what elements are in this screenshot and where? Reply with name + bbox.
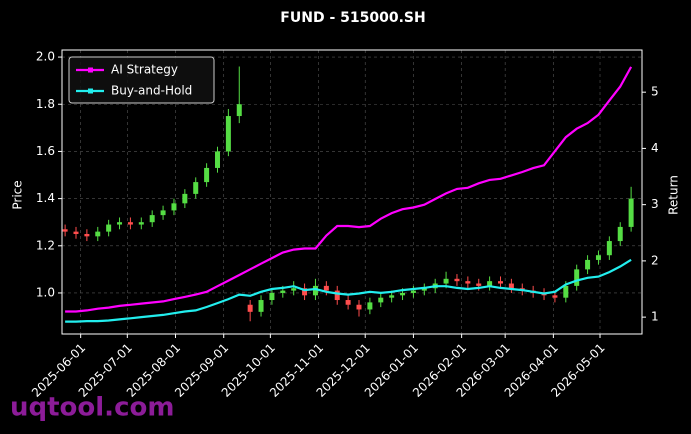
candle-body (334, 290, 340, 301)
candle-body (617, 226, 623, 242)
y2-tick-label: 2 (651, 253, 659, 267)
candle-body (585, 259, 591, 270)
y-axis-label: Price (11, 180, 25, 209)
candle-body (574, 269, 580, 286)
candle-body (214, 151, 220, 168)
y2-tick-label: 3 (651, 197, 659, 211)
y-tick-label: 1.8 (36, 97, 55, 111)
candle-body (454, 278, 460, 282)
legend-marker (88, 88, 93, 94)
candle-body (149, 215, 155, 223)
candle-body (258, 300, 264, 312)
candle-body (204, 167, 210, 183)
y-tick-label: 1.4 (36, 191, 55, 205)
candle-body (378, 297, 384, 303)
candle-body (236, 104, 242, 117)
candle-body (595, 255, 601, 260)
candle-body (421, 288, 427, 291)
candle-body (563, 285, 569, 298)
watermark: uqtool.com (10, 393, 174, 423)
candle-body (443, 278, 449, 284)
candle-body (628, 198, 634, 227)
candle-body (182, 193, 188, 204)
candle-body (280, 290, 286, 293)
candle-body (552, 295, 558, 298)
candle-body (323, 285, 329, 291)
candle-body (497, 281, 503, 284)
legend-label: Buy-and-Hold (111, 84, 192, 98)
legend-label: AI Strategy (111, 63, 178, 77)
candle-body (356, 304, 362, 310)
y2-axis-label: Return (667, 175, 681, 215)
candle-body (171, 203, 177, 211)
plot-frame (61, 49, 643, 335)
candle-body (400, 292, 406, 296)
candle-body (367, 302, 373, 310)
candle-body (465, 281, 471, 284)
legend-marker (88, 67, 93, 73)
candle-body (291, 288, 297, 291)
legend-box (68, 56, 215, 104)
candle-body (410, 290, 416, 293)
chart-title: FUND - 515000.SH (280, 10, 425, 26)
candle-body (73, 231, 79, 234)
y2-tick-label: 1 (651, 310, 659, 324)
candle-body (312, 285, 318, 296)
series-line (65, 66, 633, 313)
candle-body (247, 304, 253, 312)
candle-body (193, 182, 199, 194)
candle-body (225, 116, 231, 152)
candle-body (127, 222, 133, 225)
candle-body (508, 283, 514, 289)
y-tick-label: 2.0 (36, 50, 55, 64)
candle-body (117, 222, 123, 225)
y2-tick-label: 4 (651, 141, 659, 155)
candle-body (476, 283, 482, 286)
candle-body (606, 241, 612, 256)
candle-body (345, 300, 351, 305)
candle-body (95, 231, 101, 237)
y-tick-label: 1.2 (36, 238, 55, 252)
candle-body (138, 222, 144, 225)
series-line (65, 258, 632, 323)
y-tick-label: 1.6 (36, 144, 55, 158)
candle-body (269, 292, 275, 301)
y2-tick-label: 5 (651, 85, 659, 99)
candle-body (487, 281, 493, 286)
candle-body (62, 229, 68, 232)
y-tick-label: 1.0 (36, 285, 55, 299)
candle-body (106, 224, 112, 232)
candle-body (302, 288, 308, 296)
candle-body (160, 210, 166, 216)
candle-body (84, 233, 90, 237)
candle-body (389, 295, 395, 298)
